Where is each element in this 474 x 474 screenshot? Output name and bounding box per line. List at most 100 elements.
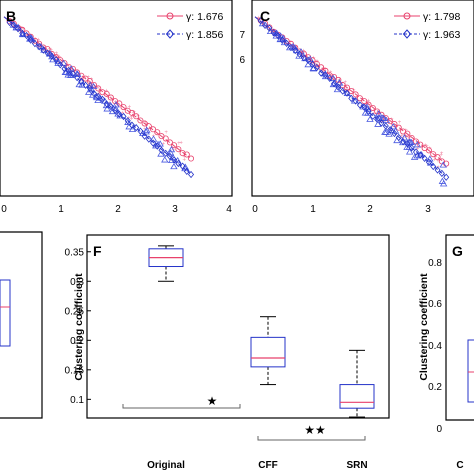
fit-marker (120, 104, 127, 111)
fit-marker (188, 170, 195, 179)
fit-marker (266, 24, 273, 32)
data-point (85, 88, 93, 95)
data-point (166, 149, 175, 156)
y-tick-label: 0.3 (70, 277, 84, 288)
data-point: + (343, 84, 347, 90)
fit-marker (343, 89, 351, 97)
fit-marker (283, 39, 290, 47)
fit-marker (296, 50, 303, 58)
fit-marker (145, 135, 152, 143)
fit-marker (137, 117, 144, 124)
y-tick-label: 0.15 (65, 365, 85, 376)
data-point (366, 115, 374, 122)
category-label: SRN (346, 460, 367, 471)
fit-marker (421, 154, 428, 162)
fit-marker (309, 57, 316, 64)
fit-marker (175, 146, 182, 153)
data-point: + (428, 146, 432, 152)
data-point (94, 96, 102, 103)
data-point: + (36, 44, 40, 50)
fit-marker (434, 154, 441, 161)
y-tick-label: 0 (436, 424, 442, 435)
data-point (416, 151, 425, 158)
fit-marker (154, 142, 161, 150)
fit-marker (175, 159, 182, 168)
data-point (74, 70, 82, 77)
data-point (381, 128, 389, 135)
data-point: + (439, 152, 443, 158)
fit-marker (188, 155, 195, 162)
data-point (59, 59, 68, 66)
fit-marker (339, 87, 346, 95)
data-point (292, 46, 301, 54)
panel-f: F Clustering coefficient 0.10.150.20.250… (65, 234, 390, 471)
fit-marker (65, 66, 72, 75)
panel-f-letter: F (93, 243, 102, 259)
data-point: + (288, 40, 292, 46)
fit-marker (27, 36, 34, 44)
fit-marker (292, 46, 299, 55)
fit-marker (145, 123, 152, 130)
fit-marker (107, 102, 114, 111)
data-point (405, 143, 414, 150)
data-point: + (390, 127, 394, 133)
data-point: + (182, 155, 186, 161)
fit-marker (326, 74, 333, 82)
data-point: + (440, 151, 444, 157)
data-point (75, 80, 83, 88)
fit-marker (365, 107, 372, 115)
data-point: + (38, 45, 42, 51)
data-point (439, 161, 447, 168)
y-tick-label: 0.2 (428, 382, 442, 393)
y-tick-label: 7 (239, 30, 245, 41)
fit-marker (322, 71, 329, 79)
x-tick-label: 3 (172, 204, 178, 215)
fit-marker (417, 151, 424, 159)
fit-marker (425, 158, 432, 166)
data-point (103, 105, 111, 112)
data-point (167, 146, 176, 153)
data-point (108, 107, 117, 115)
fit-marker (162, 135, 169, 142)
fit-marker (434, 166, 441, 174)
data-point: + (37, 38, 41, 44)
fit-marker (107, 94, 114, 101)
fit-marker (150, 126, 157, 133)
panel-c-marks: ++++++++++++++++++++++++++++++++++++++++… (254, 16, 450, 187)
data-point: + (401, 135, 405, 141)
fit-marker (395, 124, 402, 131)
data-point: + (316, 65, 320, 71)
data-point: + (136, 114, 140, 120)
data-point: + (22, 27, 26, 33)
fit-marker (179, 150, 186, 157)
data-point: + (92, 86, 96, 92)
data-point: + (336, 81, 340, 87)
panel-g-letter: G (452, 243, 463, 259)
data-point: + (98, 90, 102, 96)
panel-g-frame (445, 234, 474, 421)
data-point: + (398, 120, 402, 126)
data-point: + (114, 100, 118, 106)
data-point (405, 148, 414, 155)
box (339, 384, 375, 409)
data-point: + (436, 159, 440, 165)
fit-marker (6, 18, 13, 25)
data-point: + (302, 49, 306, 55)
data-point: + (109, 96, 113, 102)
data-point (157, 150, 165, 157)
fit-marker (48, 52, 55, 60)
fit-marker (400, 137, 407, 146)
data-point (170, 162, 178, 170)
category-label: C (456, 460, 463, 471)
category-label: CFF (258, 460, 277, 471)
fit-marker (158, 146, 165, 154)
fit-marker (103, 100, 110, 108)
fit-marker (166, 139, 173, 146)
data-point (389, 123, 397, 130)
fit-marker (15, 25, 22, 33)
fit-marker (262, 21, 269, 30)
fit-marker (438, 169, 445, 178)
fit-marker (361, 103, 368, 111)
data-point: + (144, 120, 148, 126)
